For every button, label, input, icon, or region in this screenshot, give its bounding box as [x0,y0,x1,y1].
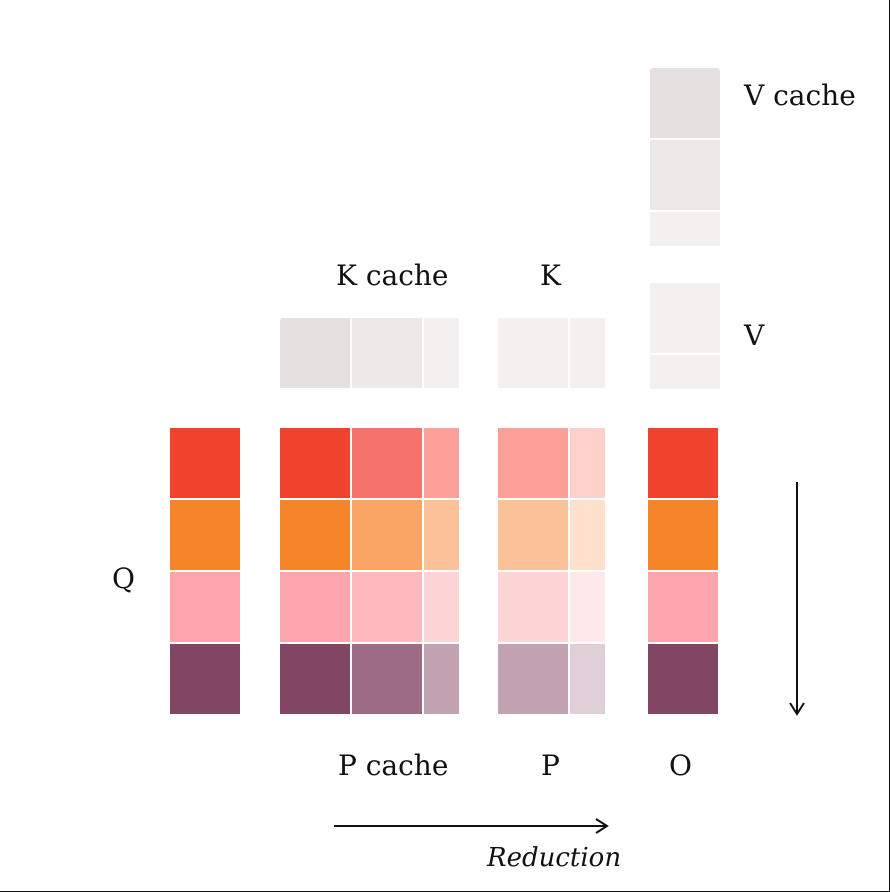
v-cache-label: V cache [744,79,856,112]
p-cache-block-r4c1 [280,644,350,714]
o-block-3 [648,572,718,642]
p-cache-block-r1c2 [352,428,422,498]
p-cache-block-r3c2 [352,572,422,642]
v-cache-block-1 [650,68,720,138]
q-label: Q [112,562,135,595]
p-cache-block-r2c1 [280,500,350,570]
o-block-4 [648,644,718,714]
p-cache-block-r3c1 [280,572,350,642]
v-block-2 [650,355,720,389]
p-block-r2c1 [498,500,568,570]
p-cache-block-r1c1 [280,428,350,498]
p-cache-block-r4c2 [352,644,422,714]
p-cache-block-r3c3 [424,572,459,642]
v-cache-block-2 [650,140,720,210]
q-block-4 [170,644,240,714]
q-block-2 [170,500,240,570]
p-block-r3c2 [570,572,605,642]
o-block-2 [648,500,718,570]
k-block-2 [570,318,605,388]
k-cache-block-1 [280,318,350,388]
p-label: P [541,749,560,782]
v-block-1 [650,283,720,353]
k-label: K [540,259,561,292]
p-block-r4c1 [498,644,568,714]
k-cache-block-3 [424,318,459,388]
reduction-arrow-head [595,818,609,834]
p-block-r3c1 [498,572,568,642]
k-cache-block-2 [352,318,422,388]
v-label: V [744,319,765,352]
p-block-r2c2 [570,500,605,570]
p-block-r1c2 [570,428,605,498]
p-cache-block-r4c3 [424,644,459,714]
k-cache-label: K cache [336,259,449,292]
p-cache-block-r2c2 [352,500,422,570]
k-block-1 [498,318,568,388]
p-block-r4c2 [570,644,605,714]
o-label: O [669,749,692,782]
p-cache-block-r2c3 [424,500,459,570]
p-block-r1c1 [498,428,568,498]
vertical-arrow-head [789,702,805,716]
p-cache-label: P cache [338,749,449,782]
o-block-1 [648,428,718,498]
v-cache-block-3 [650,212,720,246]
p-cache-block-r1c3 [424,428,459,498]
reduction-label: Reduction [487,843,622,873]
q-block-1 [170,428,240,498]
q-block-3 [170,572,240,642]
